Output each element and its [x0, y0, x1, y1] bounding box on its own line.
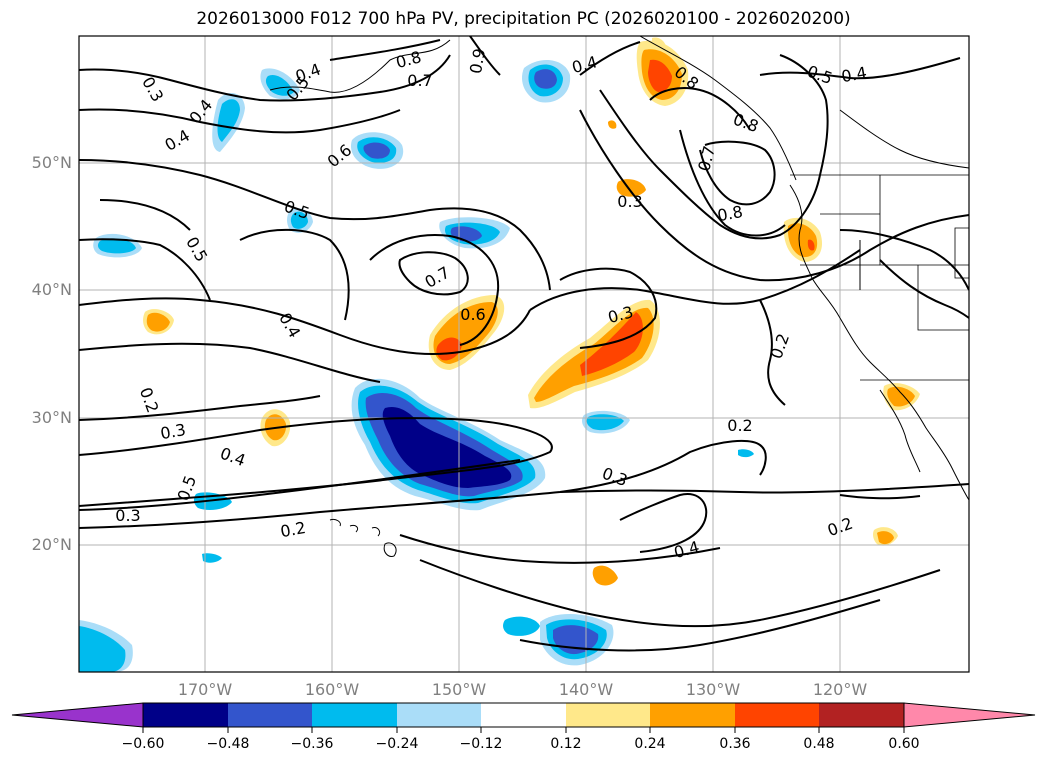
hawaii	[329, 519, 397, 557]
lon-label: 150°W	[431, 680, 487, 699]
colorbar-tick-label: −0.24	[375, 736, 419, 752]
graticule	[79, 36, 969, 672]
positive-precip-regions	[143, 37, 920, 586]
contour-label: 0.8	[716, 202, 744, 225]
contour-label: 0.2	[727, 416, 752, 435]
colorbar-segment	[143, 703, 228, 727]
lat-label: 40°N	[31, 280, 72, 299]
lon-label: 140°W	[558, 680, 614, 699]
colorbar-segment	[397, 703, 481, 727]
contour-label: 0.6	[460, 305, 485, 324]
pv-contours	[79, 36, 969, 652]
colorbar-tick-label: −0.48	[206, 736, 250, 752]
map-frame	[78, 35, 970, 673]
colorbar-low-extend	[11, 702, 144, 728]
lat-label: 50°N	[31, 153, 72, 172]
contour-label: 0.2	[279, 518, 307, 541]
lon-label: 160°W	[304, 680, 360, 699]
colorbar-tick-label: 0.24	[634, 736, 666, 752]
colorbar-segment	[228, 703, 312, 727]
contour-label: 0.9	[466, 47, 489, 75]
colorbar-segment	[566, 703, 650, 727]
contour-label: 0.3	[617, 192, 642, 211]
colorbar-segment	[650, 703, 735, 727]
colorbar-segment	[312, 703, 397, 727]
colorbar-segment	[819, 703, 904, 727]
contour-label: 0.4	[840, 63, 868, 86]
colorbar-tick-label: 0.36	[719, 736, 751, 752]
colorbar-tick-label: 0.12	[550, 736, 582, 752]
north-america-coast	[789, 184, 969, 501]
lon-label: 130°W	[685, 680, 741, 699]
lat-label: 30°N	[31, 408, 72, 427]
contour-label: 0.3	[159, 420, 187, 443]
map-area: 0.3 0.4 0.4 0.7 0.8 0.9 0.4 0.5 0.4 0.6 …	[79, 36, 969, 672]
lat-label: 20°N	[31, 535, 72, 554]
lon-label: 170°W	[177, 680, 233, 699]
colorbar-tick-label: −0.36	[290, 736, 334, 752]
colorbar-tick-label: 0.60	[888, 736, 920, 752]
colorbar-tick-label: 0.48	[803, 736, 835, 752]
colorbar-tick-label: −0.12	[459, 736, 503, 752]
contour-label: 0.7	[407, 71, 432, 90]
colorbar	[11, 702, 1036, 733]
contour-label: 0.3	[115, 506, 140, 525]
lon-label: 120°W	[812, 680, 868, 699]
colorbar-high-extend	[903, 702, 1036, 728]
colorbar-segment	[735, 703, 819, 727]
map-title: 2026013000 F012 700 hPa PV, precipitatio…	[196, 9, 851, 29]
colorbar-tick-label: −0.60	[121, 736, 165, 752]
colorbar-segment	[481, 703, 566, 727]
